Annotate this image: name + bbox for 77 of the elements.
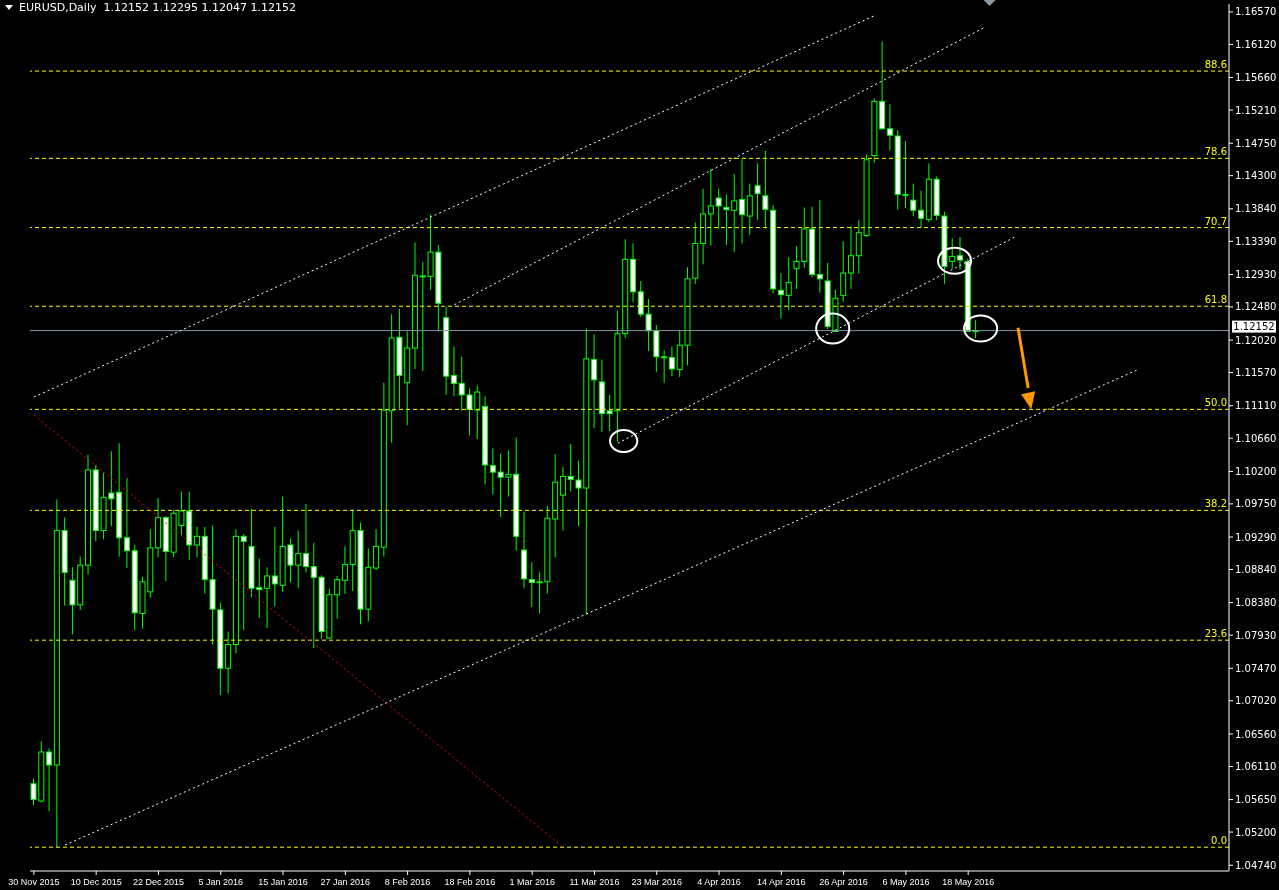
candlestick — [240, 533, 247, 631]
candlestick — [46, 747, 53, 812]
y-tick-label: 1.08840 — [1235, 564, 1277, 576]
y-tick-label: 1.09290 — [1235, 531, 1277, 543]
y-tick-label: 1.05200 — [1235, 826, 1277, 838]
x-tick-label: 18 May 2016 — [942, 877, 995, 887]
y-tick-label: 1.14300 — [1235, 170, 1277, 182]
annotation: 38.2 — [1204, 498, 1227, 510]
candlestick — [303, 503, 309, 573]
annotation: 0.0 — [1211, 835, 1227, 847]
annotation: 61.8 — [1204, 294, 1227, 306]
y-tick-label: 1.06560 — [1235, 728, 1277, 740]
y-tick-label: 1.04740 — [1235, 859, 1277, 871]
candlestick — [746, 183, 753, 236]
x-tick-label: 15 Jan 2016 — [258, 877, 308, 887]
y-tick-label: 1.08380 — [1235, 597, 1277, 609]
ref-line-label: 1.12152 — [1233, 320, 1275, 332]
candlestick — [777, 272, 784, 319]
x-tick-label: 4 Apr 2016 — [697, 877, 741, 887]
x-tick-label: 18 Feb 2016 — [444, 877, 496, 887]
candlestick — [194, 526, 200, 558]
candlestick — [373, 528, 380, 571]
y-tick-label: 1.07470 — [1235, 662, 1277, 674]
x-tick-label: 5 Jan 2016 — [198, 877, 244, 887]
chart-title: EURUSD,Daily 1.12152 1.12295 1.12047 1.12152 — [19, 1, 296, 14]
y-tick-label: 1.14750 — [1235, 137, 1277, 149]
y-tick-label: 1.07930 — [1235, 629, 1277, 641]
y-tick-label: 1.15660 — [1235, 72, 1277, 84]
annotation: 88.6 — [1204, 59, 1227, 71]
x-tick-label: 8 Feb 2016 — [384, 877, 431, 887]
annotation: 70.7 — [1204, 215, 1227, 227]
candlestick — [341, 545, 348, 595]
y-tick-label: 1.11570 — [1235, 367, 1277, 379]
y-tick-label: 1.05650 — [1235, 794, 1277, 806]
x-tick-label: 30 Nov 2015 — [8, 877, 60, 887]
candlestick — [123, 477, 130, 569]
candlestick — [754, 162, 761, 221]
annotation: 78.6 — [1204, 146, 1227, 158]
y-tick-label: 1.13840 — [1235, 203, 1277, 215]
x-tick-label: 22 Dec 2015 — [132, 877, 184, 887]
candlestick — [668, 346, 675, 377]
candlestick — [559, 466, 566, 532]
candlestick — [816, 199, 823, 294]
annotation: 50.0 — [1204, 397, 1227, 409]
candlestick — [886, 103, 893, 151]
y-tick-label: 1.09750 — [1235, 498, 1277, 510]
y-tick-label: 1.12020 — [1235, 334, 1277, 346]
x-tick-label: 27 Jan 2016 — [320, 877, 371, 887]
candlestick — [591, 333, 598, 429]
y-tick-label: 1.13390 — [1235, 235, 1277, 247]
candlestick — [450, 346, 457, 397]
x-tick-label: 23 Mar 2016 — [631, 877, 683, 887]
x-tick-label: 26 Apr 2016 — [819, 877, 868, 887]
y-tick-label: 1.06110 — [1235, 760, 1277, 772]
candlestick — [910, 183, 917, 217]
y-tick-label: 1.15210 — [1235, 104, 1277, 116]
x-tick-label: 14 Apr 2016 — [757, 877, 806, 887]
y-tick-label: 1.12480 — [1235, 301, 1277, 313]
x-tick-label: 10 Dec 2015 — [70, 877, 122, 887]
x-tick-label: 11 Mar 2016 — [569, 877, 620, 887]
candlestick — [840, 240, 847, 303]
y-tick-label: 1.16120 — [1235, 38, 1277, 50]
candlestick — [918, 190, 925, 229]
y-tick-label: 1.07020 — [1235, 695, 1277, 707]
y-tick-label: 1.16570 — [1235, 6, 1277, 18]
y-tick-label: 1.12930 — [1235, 269, 1277, 281]
annotation: 23.6 — [1204, 628, 1227, 640]
y-tick-label: 1.11110 — [1235, 400, 1277, 412]
y-tick-label: 1.10660 — [1235, 432, 1277, 444]
candlestick — [848, 225, 854, 290]
candlestick — [762, 149, 769, 229]
candlestick — [264, 566, 271, 629]
candlestick — [785, 256, 792, 311]
candlestick — [739, 158, 745, 244]
x-tick-label: 1 Mar 2016 — [509, 877, 555, 887]
x-tick-label: 6 May 2016 — [882, 877, 930, 887]
y-tick-label: 1.10200 — [1235, 465, 1277, 477]
